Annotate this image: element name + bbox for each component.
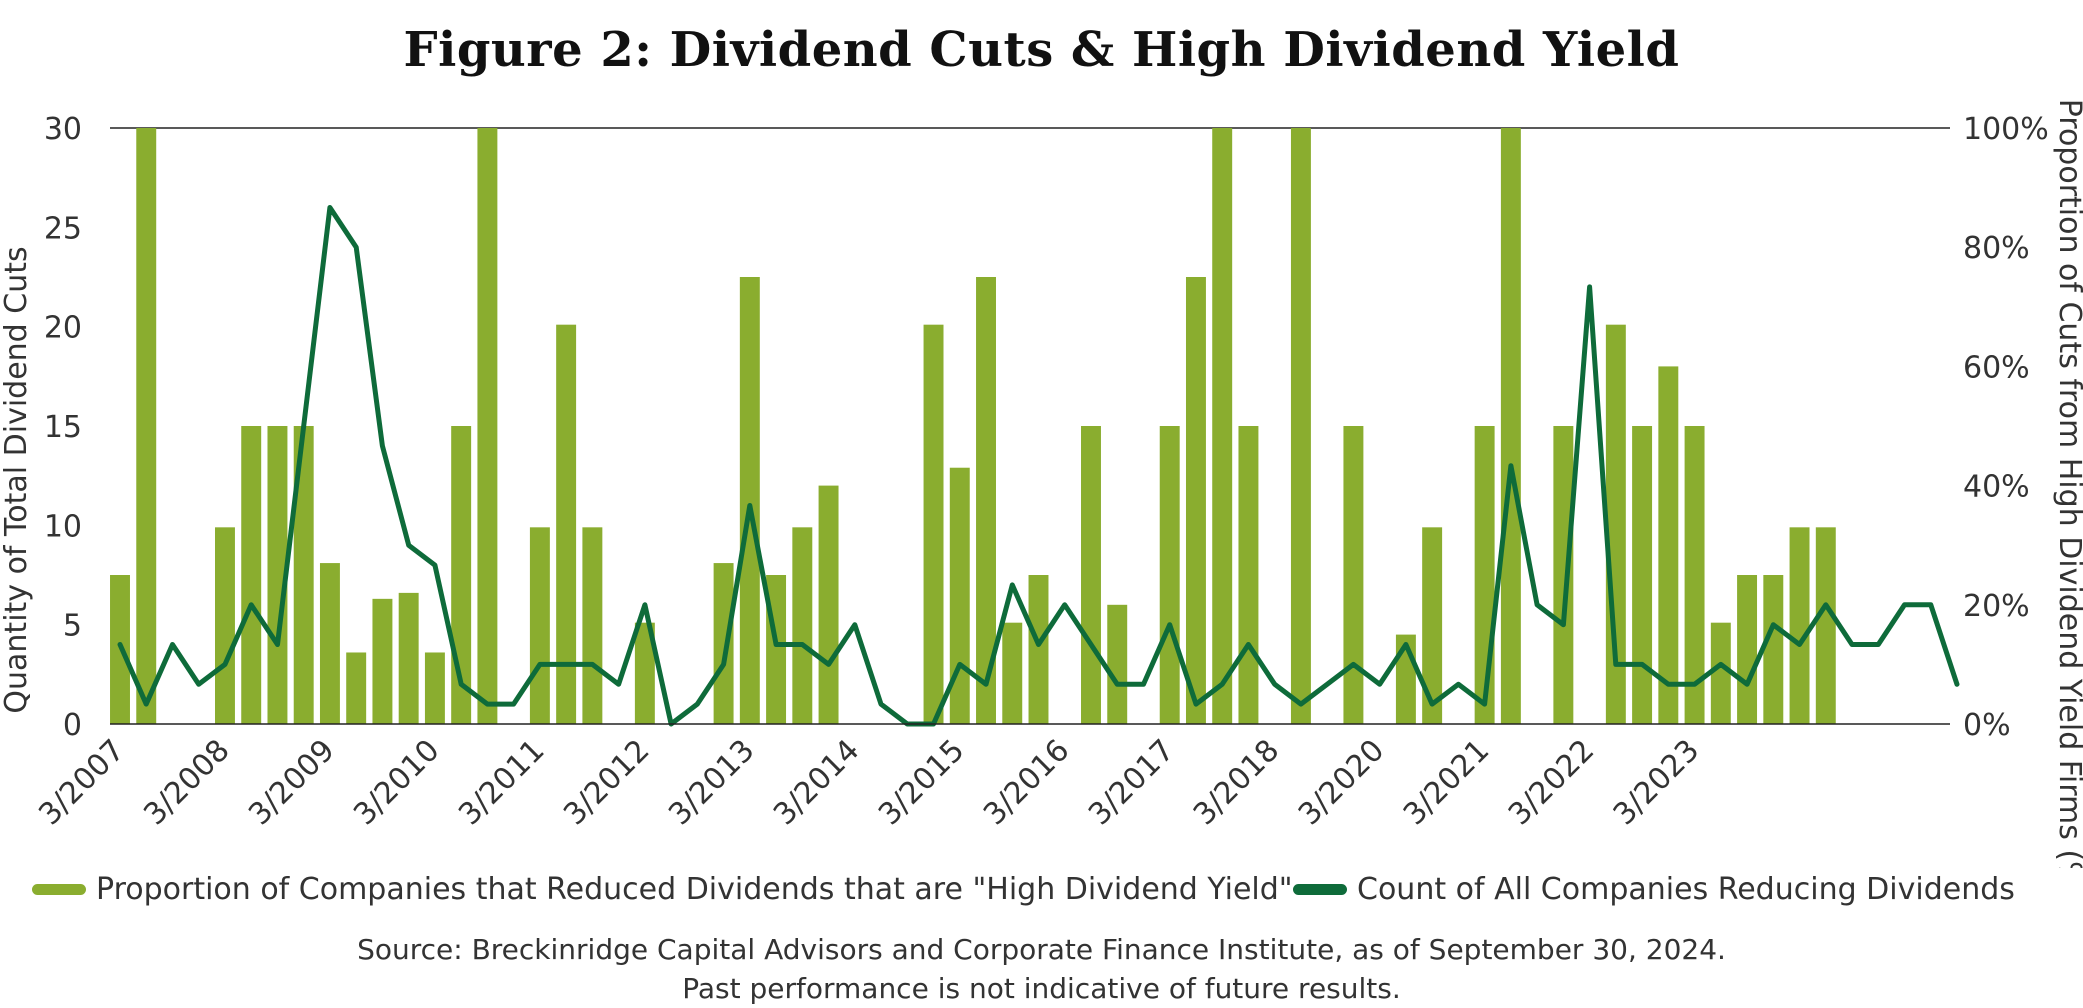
x-tick-label: 3/2013 [662,733,761,832]
x-tick-label: 3/2009 [242,733,341,832]
bar-64 [1789,527,1810,724]
x-tick-label: 3/2015 [872,733,971,832]
x-tick-label: 3/2018 [1187,733,1286,832]
x-tick-label: 3/2007 [32,733,131,832]
x-tick-label: 3/2022 [1502,733,1601,832]
x-tick-label: 3/2023 [1607,733,1706,832]
bar-47 [1343,426,1364,724]
bar-32 [949,467,970,724]
count-line [117,205,1960,727]
bar-60 [1684,426,1705,724]
bar-17 [556,324,577,724]
bar-20 [634,622,655,724]
left-tick-label: 0 [63,708,82,743]
right-tick-label: 20% [1963,589,2030,624]
bar-52 [1474,426,1495,724]
bar-8 [319,563,340,724]
x-tick-label: 3/2017 [1082,733,1181,832]
bar-18 [582,527,603,724]
legend-label-line: Count of All Companies Reducing Dividend… [1357,872,2015,907]
bar-24 [739,277,760,724]
bar-12 [424,652,445,724]
legend-swatch-bars [32,884,86,895]
legend-item-line: Count of All Companies Reducing Dividend… [1293,872,2015,907]
bar-43 [1238,426,1259,724]
bar-40 [1159,426,1180,724]
bar-4 [214,527,235,724]
right-tick-label: 0% [1963,708,2011,743]
bar-45 [1290,128,1311,724]
legend-item-bars: Proportion of Companies that Reduced Div… [32,872,1293,907]
bar-10 [372,598,393,724]
right-axis-title: Proportion of Cuts from High Dividend Yi… [2052,99,2083,868]
right-tick-label: 60% [1963,350,2030,385]
bar-7 [293,426,314,724]
bar-31 [923,324,944,724]
x-tick-label: 3/2020 [1292,733,1391,832]
line-series [117,205,1960,727]
bar-series [110,128,1836,724]
right-tick-label: 80% [1963,231,2030,266]
left-tick-label: 20 [44,311,82,346]
bar-5 [241,426,262,724]
bar-14 [477,128,498,724]
bar-23 [713,563,734,724]
x-tick-label: 3/2021 [1397,733,1496,832]
bar-59 [1658,366,1679,724]
bar-65 [1815,527,1836,724]
bar-35 [1028,575,1049,724]
x-tick-label: 3/2008 [137,733,236,832]
source-note: Source: Breckinridge Capital Advisors an… [357,933,1726,966]
bar-27 [818,485,839,724]
x-tick-label: 3/2010 [347,733,446,832]
bar-63 [1763,575,1784,724]
legend-swatch-line [1293,884,1347,895]
x-tick-label: 3/2012 [557,733,656,832]
bar-11 [398,592,419,724]
bar-50 [1422,527,1443,724]
bar-42 [1212,128,1233,724]
bar-1 [136,128,157,724]
left-axis-title: Quantity of Total Dividend Cuts [0,246,34,713]
bar-38 [1107,604,1128,724]
left-tick-label: 25 [44,211,82,246]
left-tick-label: 30 [44,112,82,147]
bar-55 [1553,426,1574,724]
x-tick-label: 3/2016 [977,733,1076,832]
right-tick-label: 40% [1963,470,2030,505]
bar-16 [529,527,550,724]
disclaimer-note: Past performance is not indicative of fu… [682,972,1401,1005]
bar-37 [1081,426,1101,724]
x-tick-label: 3/2014 [767,733,866,832]
left-tick-label: 15 [44,410,82,445]
bar-62 [1737,575,1758,724]
x-tick-label: 3/2011 [452,733,551,832]
bar-9 [346,652,367,724]
bar-13 [451,426,472,724]
bar-6 [267,426,288,724]
right-tick-label: 100% [1963,112,2049,147]
bar-53 [1500,128,1521,724]
bar-33 [976,277,996,724]
left-tick-label: 10 [44,509,82,544]
bar-34 [1002,622,1023,724]
legend: Proportion of Companies that Reduced Div… [0,872,2083,916]
bar-61 [1710,622,1731,724]
legend-label-bars: Proportion of Companies that Reduced Div… [96,872,1293,907]
chart-title: Figure 2: Dividend Cuts & High Dividend … [403,22,1680,78]
bar-58 [1632,426,1653,724]
bar-41 [1185,277,1206,724]
left-tick-label: 5 [63,609,82,644]
bar-26 [792,527,813,724]
